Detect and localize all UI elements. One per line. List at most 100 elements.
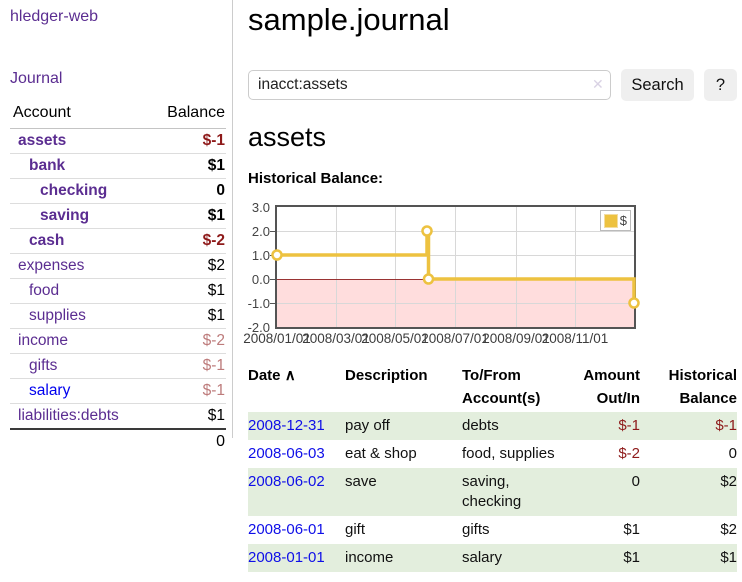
transaction-amount: $-1 [618, 417, 640, 434]
transaction-date-link[interactable]: 2008-06-02 [248, 473, 325, 490]
account-link-assets[interactable]: assets [18, 132, 67, 149]
gridline [395, 207, 396, 327]
transaction-accounts: food, supplies [462, 445, 555, 462]
y-axis-label: 1.0 [251, 248, 270, 263]
sidebar-item-journal[interactable]: Journal [10, 70, 63, 87]
transaction-description: eat & shop [345, 445, 417, 462]
x-axis-label: 2008/11/01 [541, 331, 609, 346]
account-link-expenses[interactable]: expenses [18, 257, 85, 274]
transaction-amount: 0 [631, 473, 640, 490]
accounts-header-row: Account Balance [10, 100, 226, 129]
gridline [336, 207, 337, 327]
account-link-cash[interactable]: cash [29, 232, 65, 249]
account-link-gifts[interactable]: gifts [29, 357, 58, 374]
transaction-amount: $1 [623, 521, 640, 538]
register-row: 2008-12-31 pay off debts $-1 $-1 [248, 412, 737, 440]
gridline [455, 207, 456, 327]
account-row-liabilities-debts: liabilities:debts $1 [10, 403, 226, 430]
chart-legend: $ [599, 210, 631, 231]
date-header-label: Date [248, 367, 281, 384]
register-row: 2008-06-02 save saving, checking 0 $2 [248, 468, 737, 516]
accounts-total-row: 0 [10, 428, 226, 454]
transaction-date-link[interactable]: 2008-01-01 [248, 549, 325, 566]
accounts-header-balance: Balance [147, 100, 226, 129]
transaction-balance: $2 [720, 521, 737, 538]
account-row-assets: assets $-1 [10, 128, 226, 154]
account-link-checking[interactable]: checking [40, 182, 108, 199]
y-tick [270, 279, 275, 280]
transaction-description: income [345, 549, 394, 566]
legend-label: $ [619, 213, 627, 228]
search-button[interactable]: Search [621, 69, 694, 101]
register-header-row: Date ∧ Description To/From Account(s) Am… [248, 362, 737, 412]
main-content: sample.journal ✕ Search ? assets Histori… [240, 0, 742, 582]
y-axis-label: 0.0 [251, 272, 270, 287]
data-point [271, 249, 283, 261]
transaction-balance: $1 [720, 549, 737, 566]
account-link-bank[interactable]: bank [29, 157, 66, 174]
data-point [422, 273, 435, 285]
historical-balance-label: Historical Balance: [248, 170, 384, 187]
register-row: 2008-01-01 income salary $1 $1 [248, 544, 737, 572]
account-balance: $-1 [147, 353, 226, 379]
transaction-accounts: gifts [462, 521, 490, 538]
account-balance: $1 [147, 278, 226, 304]
account-link-supplies[interactable]: supplies [29, 307, 86, 324]
account-row-checking: checking 0 [10, 178, 226, 204]
register-row: 2008-06-01 gift gifts $1 $2 [248, 516, 737, 544]
gridline [516, 207, 517, 327]
account-balance: $1 [147, 303, 226, 329]
account-link-salary[interactable]: salary [29, 382, 71, 399]
account-row-cash: cash $-2 [10, 228, 226, 254]
sort-ascending-icon: ∧ [284, 367, 296, 384]
balance-chart: $ [270, 205, 640, 329]
account-balance: $1 [147, 153, 226, 179]
account-row-gifts: gifts $-1 [10, 353, 226, 379]
app-title-link[interactable]: hledger-web [10, 8, 99, 25]
account-row-income: income $-2 [10, 328, 226, 354]
transaction-date-link[interactable]: 2008-12-31 [248, 417, 325, 434]
data-point [628, 297, 640, 309]
account-heading: assets [248, 122, 327, 152]
register-row: 2008-06-03 eat & shop food, supplies $-2… [248, 440, 737, 468]
account-row-bank: bank $1 [10, 153, 226, 179]
accounts-total-value: 0 [147, 428, 226, 454]
transaction-accounts: salary [462, 549, 503, 566]
x-axis-label: 2008/07/01 [421, 331, 489, 346]
account-link-food[interactable]: food [29, 282, 60, 299]
account-balance: $-2 [147, 328, 226, 354]
x-axis-label: 2008/05/01 [361, 331, 429, 346]
account-link-liabilities-debts[interactable]: liabilities:debts [18, 407, 119, 424]
page-title: sample.journal [248, 2, 450, 37]
transaction-date-link[interactable]: 2008-06-01 [248, 521, 325, 538]
transaction-balance: $-1 [715, 417, 737, 434]
account-row-supplies: supplies $1 [10, 303, 226, 329]
account-balance: $2 [147, 253, 226, 279]
clear-search-icon[interactable]: ✕ [592, 76, 604, 92]
accounts-balance-table: Account Balance assets $-1 bank $1 check… [10, 100, 226, 454]
y-axis-label: -2.0 [247, 320, 270, 335]
account-link-income[interactable]: income [18, 332, 68, 349]
transaction-amount: $-2 [618, 445, 640, 462]
account-row-salary: salary $-1 [10, 378, 226, 404]
register-table: Date ∧ Description To/From Account(s) Am… [248, 362, 737, 572]
account-row-saving: saving $1 [10, 203, 226, 229]
transaction-balance: $2 [720, 473, 737, 490]
help-button[interactable]: ? [704, 69, 737, 101]
legend-swatch-icon [603, 213, 618, 228]
transaction-description: gift [345, 521, 366, 538]
account-balance: $1 [147, 203, 226, 229]
y-axis-label: -1.0 [247, 296, 270, 311]
transaction-date-link[interactable]: 2008-06-03 [248, 445, 325, 462]
search-input[interactable] [248, 70, 611, 100]
transaction-description: save [345, 473, 377, 490]
account-balance: $-2 [147, 228, 226, 254]
register-header-date[interactable]: Date ∧ [248, 362, 345, 412]
account-link-saving[interactable]: saving [40, 207, 90, 224]
account-balance: $-1 [147, 378, 226, 404]
accounts-header-account: Account [10, 100, 148, 129]
data-point [421, 225, 433, 237]
y-axis-label: 2.0 [251, 224, 270, 239]
x-axis-label: 2008/01/01 [243, 331, 311, 346]
